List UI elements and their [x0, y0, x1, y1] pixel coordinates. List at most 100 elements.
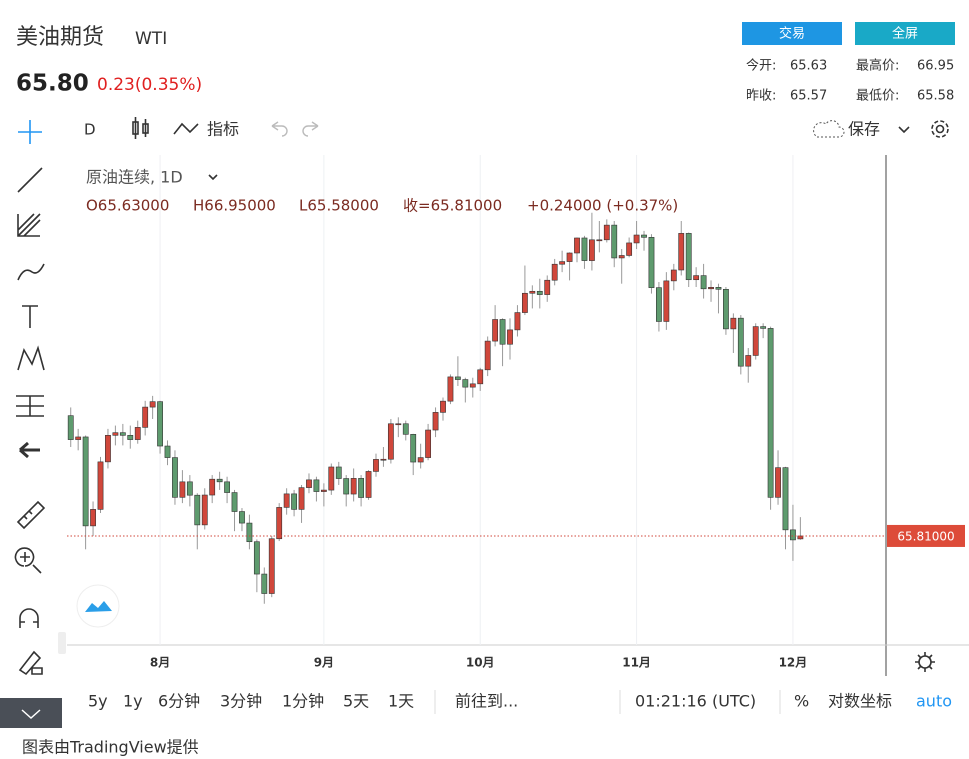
x-tick-label: 8月: [150, 656, 170, 670]
undo[interactable]: [271, 121, 288, 137]
candle-body: [536, 290, 543, 295]
prediction[interactable]: [16, 395, 44, 417]
candle-body: [164, 445, 171, 458]
percent-toggle[interactable]: %: [794, 692, 809, 711]
symbol-menu[interactable]: [208, 174, 218, 181]
range-button[interactable]: 5天: [343, 692, 369, 711]
last-price-tag: [887, 524, 965, 547]
candle-body: [67, 415, 74, 440]
text-tool[interactable]: [22, 305, 38, 328]
log-toggle[interactable]: 对数坐标: [828, 692, 892, 711]
back[interactable]: [19, 441, 40, 459]
candle-body: [417, 457, 424, 463]
range-button[interactable]: 1分钟: [282, 692, 324, 711]
tv-logo[interactable]: [76, 584, 120, 628]
candle-body: [566, 252, 573, 262]
lock-draw[interactable]: [18, 650, 43, 676]
candle-body: [678, 233, 685, 271]
candle-body: [216, 478, 223, 483]
candle-body: [596, 239, 603, 242]
ohlc-low: L65.58000: [299, 197, 379, 215]
interval[interactable]: D: [84, 121, 96, 139]
candle-body: [462, 379, 469, 388]
candle-body: [410, 434, 417, 463]
candle-body: [544, 279, 551, 295]
candle-body: [253, 541, 260, 575]
collapse-toolbar[interactable]: [0, 698, 62, 728]
candle-body: [298, 487, 305, 510]
stat-label: 最高价:: [856, 58, 899, 74]
candle-body: [745, 355, 752, 367]
candle-body: [276, 507, 283, 540]
magnet[interactable]: [19, 608, 39, 628]
candle-body: [387, 423, 394, 460]
range-button[interactable]: 6分钟: [158, 692, 200, 711]
cloud-icon[interactable]: [813, 120, 845, 138]
stat-value: 65.63: [790, 59, 827, 74]
candle-body: [335, 466, 342, 479]
candle-body: [306, 479, 312, 488]
candle-body: [484, 340, 491, 371]
candle-body: [75, 436, 82, 440]
trend-line[interactable]: [17, 167, 43, 193]
candle-body: [224, 481, 230, 493]
candle-body: [105, 435, 111, 463]
brush[interactable]: [17, 263, 45, 281]
candle-body: [752, 326, 759, 356]
button-label[interactable]: 全屏: [892, 26, 918, 42]
x-tick-label: 11月: [622, 656, 651, 670]
side-handle[interactable]: [58, 632, 66, 654]
candle-body: [663, 280, 670, 322]
ruler[interactable]: [16, 500, 46, 530]
footer: 图表由TradingView提供: [22, 738, 199, 757]
crosshair[interactable]: [18, 120, 42, 144]
change: 0.23(0.35%): [97, 75, 202, 95]
goto-date[interactable]: 前往到...: [455, 692, 518, 711]
settings-icon[interactable]: [931, 120, 949, 138]
candle-type-icon[interactable]: [132, 117, 149, 139]
indicators[interactable]: 指标: [207, 120, 239, 139]
zoom[interactable]: [14, 547, 42, 574]
candle-body: [574, 237, 580, 254]
candle-body: [499, 319, 506, 345]
redo[interactable]: [302, 121, 319, 137]
candle-body: [142, 406, 149, 428]
save-menu[interactable]: [898, 126, 910, 134]
candle-body: [380, 458, 387, 461]
range-button[interactable]: 5y: [88, 692, 108, 711]
trade-button[interactable]: 交易: [742, 22, 842, 45]
x-tick-label: 9月: [314, 656, 334, 670]
candle-body: [507, 329, 513, 345]
candle-body: [529, 290, 536, 294]
fib[interactable]: [17, 213, 41, 237]
range-button[interactable]: 1y: [123, 692, 143, 711]
candle-body: [402, 423, 409, 435]
candle-body: [201, 494, 208, 526]
button-label[interactable]: 交易: [779, 26, 805, 42]
candle-body: [700, 275, 707, 290]
candle-body: [797, 535, 804, 540]
axis-settings[interactable]: [915, 652, 935, 672]
fullscreen-button[interactable]: 全屏: [855, 22, 955, 45]
candle-body: [670, 269, 677, 282]
save[interactable]: 保存: [848, 120, 880, 139]
candle-body: [268, 538, 275, 594]
candle-body: [492, 319, 499, 342]
range-button[interactable]: 3分钟: [220, 692, 262, 711]
pattern[interactable]: [17, 345, 45, 371]
auto-toggle[interactable]: auto: [916, 692, 952, 711]
range-button[interactable]: 1天: [388, 692, 414, 711]
candle-body: [112, 432, 119, 436]
stat-value: 66.95: [917, 59, 954, 74]
candle-body: [231, 492, 238, 512]
candle-body: [589, 239, 595, 261]
stat-label: 最低价:: [856, 89, 899, 104]
ohlc-close: 收=65.81000: [403, 197, 502, 215]
candle-body: [373, 459, 379, 472]
candle-body: [328, 466, 335, 491]
candle-body: [246, 522, 253, 543]
candle-body: [432, 412, 439, 431]
candle-body: [618, 255, 625, 259]
indicator-icon[interactable]: [173, 122, 199, 135]
